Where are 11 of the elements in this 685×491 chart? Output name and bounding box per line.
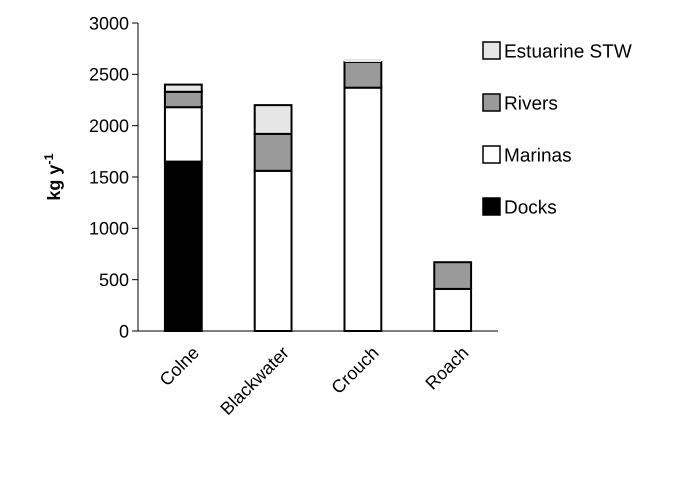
legend-label: Marinas: [504, 146, 572, 167]
y-tick-label: 0: [118, 321, 129, 342]
y-tick-label: 2000: [88, 116, 129, 136]
y-tick-label: 2500: [88, 64, 129, 85]
legend-label: Rivers: [504, 94, 558, 115]
y-tick-label: 1500: [88, 167, 129, 188]
y-tick-label: 1000: [88, 218, 129, 239]
y-tick-label: 500: [98, 270, 129, 290]
y-tick-label: 3000: [88, 13, 129, 34]
legend-label: Estuarine STW: [504, 42, 632, 63]
legend-label: Docks: [504, 198, 557, 219]
